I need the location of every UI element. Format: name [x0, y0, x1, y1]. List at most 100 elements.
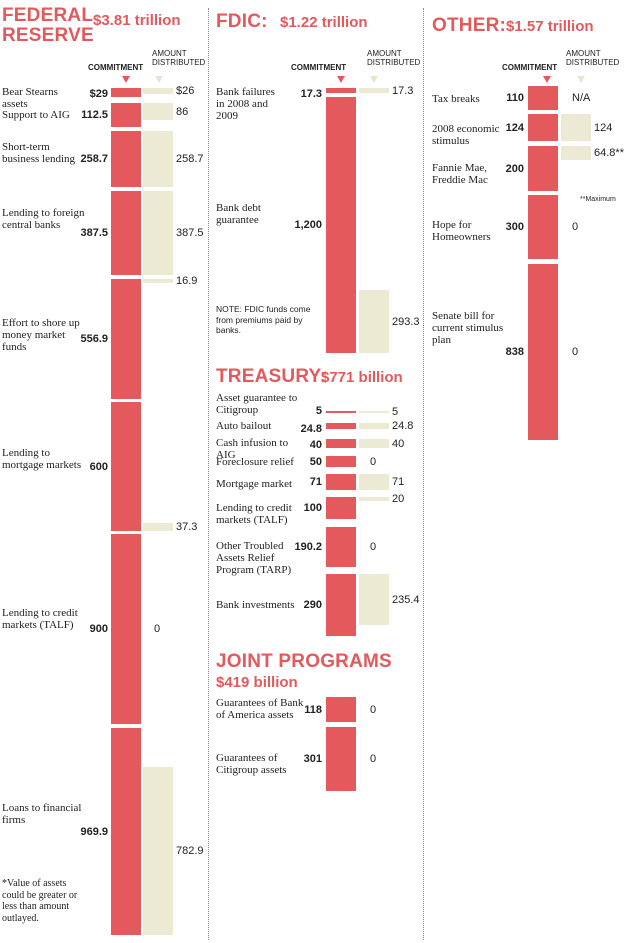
- joint-2-distributed-value: 0: [370, 753, 377, 765]
- treasury-5-distributed-bar: [359, 474, 389, 490]
- fdic-1-commitment-bar: [326, 88, 356, 93]
- fdic-legend-commitment: COMMITMENT: [291, 63, 347, 72]
- fed-legend-commitment: COMMITMENT: [88, 63, 144, 72]
- fed-3-distributed-value: 258.7: [176, 153, 204, 165]
- other-2-commitment-bar: [528, 114, 558, 141]
- fdic-2-distributed-value: 293.3: [392, 315, 420, 328]
- joint-total: $419 billion: [216, 674, 298, 691]
- treasury-6-commitment-bar: [326, 497, 356, 519]
- treasury-5-label: Mortgage market: [216, 478, 293, 490]
- fdic-1-label: Bank failures in 2008 and 2009: [216, 86, 275, 122]
- fed-4-distributed-bar: [143, 191, 173, 275]
- other-1-commitment-value: 110: [506, 92, 524, 104]
- treasury-7-label: Other Troubled Assets Relief Program (TA…: [216, 540, 292, 576]
- fed-8-distributed-value: 782.9: [176, 845, 204, 857]
- fed-3-commitment-bar: [111, 131, 141, 187]
- treasury-5-commitment-bar: [326, 474, 356, 490]
- fed-8-distributed-bar: [143, 767, 173, 935]
- treasury-7-distributed-value: 0: [370, 541, 377, 553]
- fed-4-label: Lending to foreign central banks: [2, 207, 85, 231]
- fed-8-commitment-value: 969.9: [80, 825, 108, 838]
- fdic-legend-commitment-marker: [337, 76, 345, 83]
- treasury-4-commitment-value: 50: [309, 456, 322, 468]
- treasury-2-commitment-value: 24.8: [300, 423, 322, 435]
- treasury-2-label: Auto bailout: [216, 420, 272, 432]
- treasury-3-distributed-bar: [359, 439, 389, 448]
- fed-2-label: Support to AIG: [2, 109, 70, 121]
- treasury-4-commitment-bar: [326, 456, 356, 467]
- fed-8-label: Loans to financial firms: [2, 802, 82, 826]
- fed-4-commitment-bar: [111, 191, 141, 275]
- fed-total: $3.81 trillion: [93, 12, 181, 29]
- treasury-total: $771 billion: [321, 369, 403, 386]
- fed-3-label: Short-term business lending: [2, 141, 76, 165]
- other-4-label: Hope for Homeowners: [432, 219, 491, 243]
- fed-6-label: Lending to mortgage markets: [2, 447, 82, 471]
- joint-2-commitment-bar: [326, 727, 356, 791]
- fed-3-distributed-bar: [143, 131, 173, 187]
- other-3-distributed-bar: [561, 146, 591, 160]
- treasury-8-label: Bank investments: [216, 599, 295, 611]
- fdic-1-commitment-value: 17.3: [300, 88, 322, 100]
- other-3-label: Fannie Mae, Freddie Mac: [432, 162, 488, 186]
- fed-legend-commitment-marker: [122, 76, 130, 83]
- other-2-distributed-bar: [561, 114, 591, 141]
- column-divider-right: [423, 8, 424, 940]
- other-2-distributed-value: 124: [594, 121, 613, 134]
- fed-legend-distributed: DISTRIBUTED: [152, 58, 206, 67]
- other-5-distributed-value: 0: [572, 346, 579, 358]
- fdic-2-label: Bank debt guarantee: [216, 202, 261, 226]
- other-4-commitment-bar: [528, 195, 558, 259]
- fed-5-label: Effort to shore up money market funds: [2, 317, 80, 353]
- fdic-2-distributed-bar: [359, 290, 389, 353]
- fed-7-commitment-value: 900: [89, 623, 108, 635]
- fed-1-distributed-value: $26: [176, 85, 195, 97]
- treasury-3-commitment-bar: [326, 439, 356, 448]
- fed-5-commitment-value: 556.9: [80, 333, 108, 345]
- fed-6-distributed-bar: [143, 523, 173, 531]
- fdic-note: NOTE: FDIC funds come from premiums paid…: [216, 304, 311, 335]
- fed-4-commitment-value: 387.5: [80, 227, 108, 239]
- other-1-label: Tax breaks: [432, 93, 480, 105]
- fed-5-distributed-value: 16.9: [176, 275, 198, 287]
- other-legend-amount: AMOUNT: [566, 49, 601, 58]
- treasury-6-distributed-bar: [359, 497, 389, 501]
- fed-7-label: Lending to credit markets (TALF): [2, 607, 78, 631]
- other-5-commitment-bar: [528, 264, 558, 440]
- treasury-3-label: Cash infusion to AIG: [216, 437, 289, 461]
- other-legend-distributed: DISTRIBUTED: [566, 58, 620, 67]
- treasury-6-distributed-value: 20: [392, 493, 405, 505]
- treasury-3-distributed-value: 40: [392, 437, 405, 450]
- joint-2-commitment-value: 301: [303, 753, 322, 765]
- fdic-legend-distributed: DISTRIBUTED: [367, 58, 421, 67]
- other-4-distributed-value: 0: [572, 221, 579, 233]
- fdic-1-distributed-value: 17.3: [392, 84, 414, 97]
- fed-1-label: Bear Stearns assets: [2, 86, 58, 110]
- fed-footnote: *Value of assets could be greater or les…: [2, 878, 78, 924]
- joint-1-label: Guarantees of Bank of America assets: [216, 697, 304, 721]
- fdic-legend-amount: AMOUNT: [367, 49, 402, 58]
- fed-3-commitment-value: 258.7: [80, 153, 108, 165]
- treasury-6-commitment-value: 100: [303, 502, 322, 514]
- fed-2-distributed-bar: [143, 103, 173, 120]
- fed-4-distributed-value: 387.5: [176, 227, 204, 239]
- fed-2-distributed-value: 86: [176, 105, 189, 118]
- fed-8-commitment-bar: [111, 728, 141, 935]
- fed-6-distributed-value: 37.3: [176, 521, 198, 533]
- fdic-2-commitment-bar: [326, 97, 356, 353]
- other-3-commitment-bar: [528, 146, 558, 191]
- fdic-2-commitment-value: 1,200: [294, 219, 322, 231]
- fed-5-commitment-bar: [111, 279, 141, 399]
- fdic-legend-distributed-marker: [370, 76, 378, 83]
- treasury-1-distributed-bar: [359, 411, 389, 413]
- treasury-1-commitment-value: 5: [315, 405, 322, 417]
- fed-1-distributed-bar: [143, 88, 173, 94]
- joint-title: JOINT PROGRAMS: [216, 651, 392, 672]
- treasury-6-label: Lending to credit markets (TALF): [216, 502, 292, 526]
- other-1-commitment-bar: [528, 86, 558, 110]
- other-2-label: 2008 economic stimulus: [432, 123, 500, 147]
- column-divider-left: [208, 8, 209, 940]
- treasury-title: TREASURY:: [216, 366, 327, 387]
- fed-legend-distributed-marker: [155, 76, 163, 83]
- treasury-7-commitment-value: 190.2: [294, 541, 322, 553]
